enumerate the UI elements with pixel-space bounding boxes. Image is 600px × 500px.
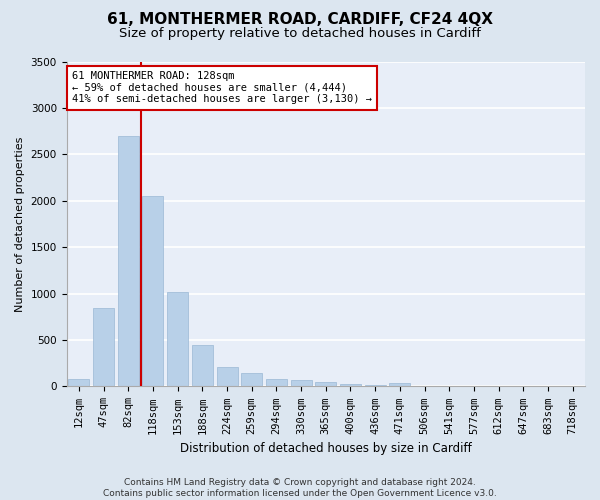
Bar xyxy=(118,136,139,386)
Bar xyxy=(192,344,213,387)
Bar xyxy=(266,379,287,386)
Bar xyxy=(93,308,114,386)
Bar xyxy=(389,383,410,386)
Text: 61, MONTHERMER ROAD, CARDIFF, CF24 4QX: 61, MONTHERMER ROAD, CARDIFF, CF24 4QX xyxy=(107,12,493,28)
Text: 61 MONTHERMER ROAD: 128sqm
← 59% of detached houses are smaller (4,444)
41% of s: 61 MONTHERMER ROAD: 128sqm ← 59% of deta… xyxy=(72,71,372,104)
Bar xyxy=(68,380,89,386)
Bar xyxy=(241,372,262,386)
Text: Contains HM Land Registry data © Crown copyright and database right 2024.
Contai: Contains HM Land Registry data © Crown c… xyxy=(103,478,497,498)
Y-axis label: Number of detached properties: Number of detached properties xyxy=(15,136,25,312)
Bar xyxy=(315,382,336,386)
Bar xyxy=(290,380,311,386)
Bar xyxy=(142,196,163,386)
Bar xyxy=(365,384,386,386)
Bar xyxy=(340,384,361,386)
X-axis label: Distribution of detached houses by size in Cardiff: Distribution of detached houses by size … xyxy=(180,442,472,455)
Text: Size of property relative to detached houses in Cardiff: Size of property relative to detached ho… xyxy=(119,28,481,40)
Bar xyxy=(167,292,188,386)
Bar xyxy=(217,367,238,386)
